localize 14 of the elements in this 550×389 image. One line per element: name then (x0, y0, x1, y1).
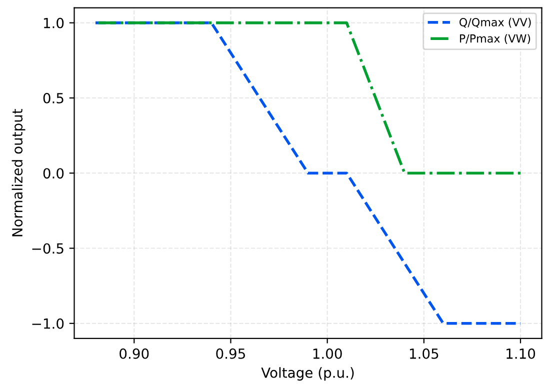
x-tick-label: 1.10 (506, 348, 536, 359)
y-tick-label: 1.0 (44, 18, 64, 28)
legend-label: Q/Qmax (VV) (460, 18, 531, 28)
x-tick-label: 0.95 (216, 348, 245, 359)
x-tick-label: 1.05 (410, 348, 438, 359)
x-tick-label: 1.00 (313, 348, 342, 359)
y-tick-label: −1.0 (32, 318, 64, 329)
x-tick-label: 0.90 (120, 348, 149, 359)
legend-label: P/Pmax (VW) (460, 34, 530, 44)
y-tick-label: 0.5 (43, 92, 64, 104)
x-axis-title: Voltage (p.u.) (261, 367, 354, 381)
y-tick-label: 0.0 (43, 168, 64, 179)
y-tick-label: −0.5 (32, 243, 64, 254)
y-axis-title: Normalized output (12, 108, 26, 236)
